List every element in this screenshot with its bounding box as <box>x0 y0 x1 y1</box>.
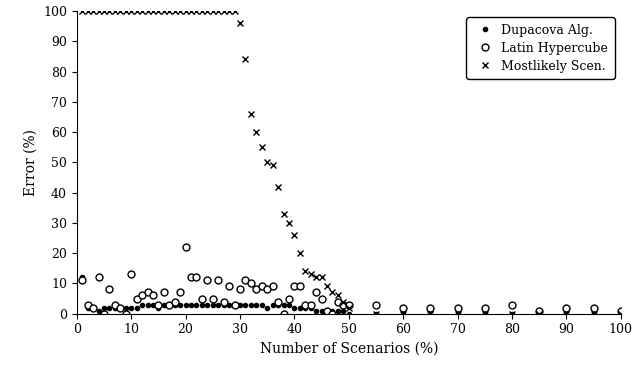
Mostlikely Scen. <box>617 311 625 316</box>
Dupacova Alg. <box>160 302 168 307</box>
Latin Hypercube <box>78 278 86 283</box>
Mostlikely Scen. <box>160 9 168 13</box>
Dupacova Alg. <box>133 306 141 310</box>
Dupacova Alg. <box>280 302 287 307</box>
Mostlikely Scen. <box>182 9 189 13</box>
Line: Mostlikely Scen.: Mostlikely Scen. <box>79 8 624 317</box>
Line: Dupacova Alg.: Dupacova Alg. <box>80 275 623 316</box>
Mostlikely Scen. <box>133 9 141 13</box>
Latin Hypercube <box>291 284 298 289</box>
Latin Hypercube <box>182 245 189 249</box>
Latin Hypercube <box>617 308 625 313</box>
Mostlikely Scen. <box>78 9 86 13</box>
Line: Latin Hypercube: Latin Hypercube <box>79 244 624 317</box>
Latin Hypercube <box>165 302 173 307</box>
Dupacova Alg. <box>345 311 353 316</box>
Legend: Dupacova Alg., Latin Hypercube, Mostlikely Scen.: Dupacova Alg., Latin Hypercube, Mostlike… <box>467 17 614 79</box>
Latin Hypercube <box>177 290 184 295</box>
Dupacova Alg. <box>78 275 86 280</box>
Latin Hypercube <box>198 296 206 301</box>
Mostlikely Scen. <box>280 211 287 216</box>
Dupacova Alg. <box>171 302 179 307</box>
Latin Hypercube <box>100 311 108 316</box>
Mostlikely Scen. <box>171 9 179 13</box>
Latin Hypercube <box>193 275 200 280</box>
Mostlikely Scen. <box>372 311 380 316</box>
Dupacova Alg. <box>188 302 195 307</box>
Y-axis label: Error (%): Error (%) <box>24 129 38 196</box>
Latin Hypercube <box>138 293 146 298</box>
Mostlikely Scen. <box>188 9 195 13</box>
X-axis label: Number of Scenarios (%): Number of Scenarios (%) <box>260 342 438 356</box>
Dupacova Alg. <box>182 302 189 307</box>
Dupacova Alg. <box>617 311 625 316</box>
